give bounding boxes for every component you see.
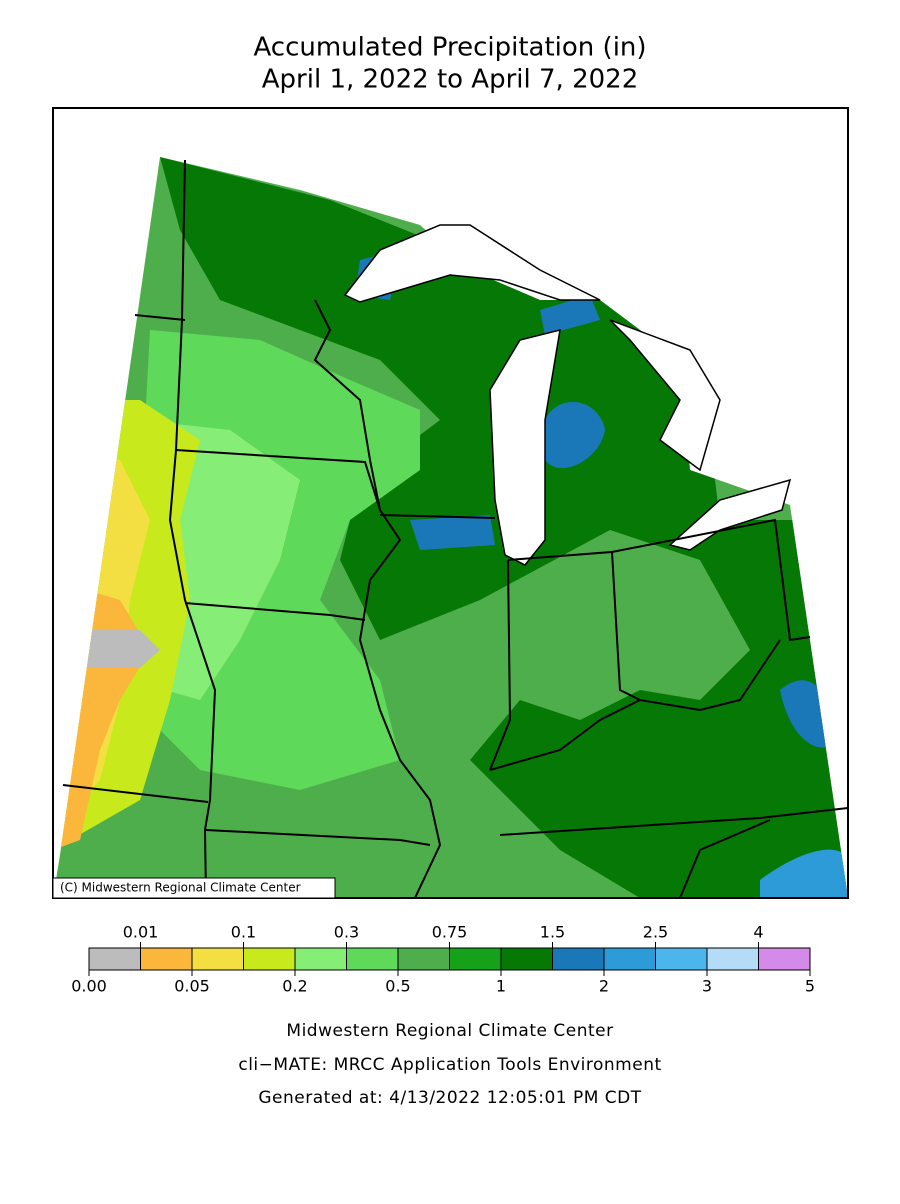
legend-swatch	[294, 947, 347, 971]
legend-tick-label: 0.75	[432, 923, 468, 942]
map-credit: (C) Midwestern Regional Climate Center	[60, 881, 301, 895]
legend-tick-label: 3	[702, 977, 712, 996]
footer-line: Midwestern Regional Climate Center	[286, 1021, 613, 1041]
legend: 0.00 0.01 0.05 0.1 0.2 0.3 0.5 0.75 1 1.5 2 2.5 3 4 5	[71, 923, 815, 996]
legend-tick-label: 0.5	[385, 977, 410, 996]
legend-swatch	[758, 947, 811, 971]
legend-swatch	[500, 947, 553, 971]
legend-tick-label: 4	[753, 923, 763, 942]
legend-tick-label: 1.5	[540, 923, 565, 942]
legend-tick-label: 0.05	[174, 977, 210, 996]
title-line: Accumulated Precipitation (in)	[253, 33, 646, 63]
legend-swatch	[397, 947, 450, 971]
footer-line: Generated at: 4/13/2022 12:05:01 PM CDT	[258, 1088, 641, 1108]
map: (C) Midwestern Regional Climate Center	[52, 107, 849, 899]
legend-tick-label: 0.3	[334, 923, 359, 942]
legend-tick-label: 5	[805, 977, 815, 996]
legend-swatch	[88, 947, 141, 971]
legend-tick-label: 0.01	[123, 923, 159, 942]
title-line: April 1, 2022 to April 7, 2022	[262, 65, 639, 95]
legend-swatch	[552, 947, 605, 971]
legend-tick-label: 0.2	[282, 977, 307, 996]
legend-swatch	[449, 947, 502, 971]
map-frame	[52, 107, 849, 899]
legend-swatch	[655, 947, 708, 971]
legend-swatch	[346, 947, 399, 971]
legend-tick-label: 0.1	[231, 923, 256, 942]
footer-line: cli−MATE: MRCC Application Tools Environ…	[238, 1055, 661, 1075]
legend-tick-label: 2	[599, 977, 609, 996]
credit-box	[52, 877, 336, 899]
legend-swatch	[140, 947, 193, 971]
legend-tick-label: 1	[496, 977, 506, 996]
legend-swatch	[191, 947, 244, 971]
legend-tick-label: 0.00	[71, 977, 107, 996]
legend-swatch	[706, 947, 759, 971]
legend-swatch	[243, 947, 296, 971]
legend-swatch	[603, 947, 656, 971]
legend-tick-label: 2.5	[643, 923, 668, 942]
